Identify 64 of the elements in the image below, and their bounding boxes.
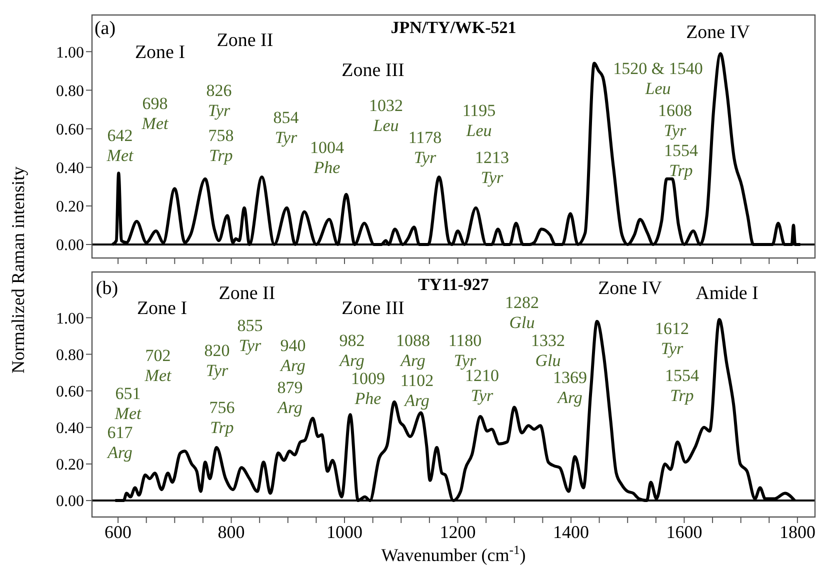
y-tick-label: 0.20 bbox=[56, 456, 84, 474]
y-axis-title: Normalized Raman intensity bbox=[8, 166, 28, 374]
x-tick-label: 1600 bbox=[666, 522, 702, 542]
annotation: 1195 Leu bbox=[462, 101, 496, 140]
annotation: (a) bbox=[94, 18, 116, 39]
y-tick-label: 0.60 bbox=[56, 384, 84, 401]
chart-title: TY11-927 bbox=[418, 275, 490, 294]
x-tick-label: 1800 bbox=[779, 522, 816, 542]
annotation: 940 Arg bbox=[280, 336, 306, 375]
y-tick-label: 1.00 bbox=[56, 44, 84, 62]
annotation: 651 Met bbox=[114, 384, 142, 423]
annotation: Zone I bbox=[136, 298, 188, 319]
y-tick-label: 0.60 bbox=[56, 121, 84, 138]
annotation: (b) bbox=[96, 278, 118, 299]
annotation: Zone I bbox=[134, 42, 186, 63]
annotation: 642 Met bbox=[106, 126, 134, 165]
annotation: 1282 Glu bbox=[505, 293, 539, 332]
annotation: Zone III bbox=[342, 60, 404, 81]
annotation: 756 Trp bbox=[209, 398, 235, 437]
annotation: 1178 Tyr bbox=[408, 128, 442, 167]
y-tick-label: 0.00 bbox=[56, 237, 84, 254]
annotation: Amide I bbox=[696, 283, 758, 304]
annotation: 1369 Arg bbox=[553, 368, 587, 407]
annotation: 1554 Trp bbox=[665, 366, 700, 405]
annotation: 698 Met bbox=[140, 94, 170, 133]
annotation: 982 Arg bbox=[338, 331, 365, 370]
annotation: 702 Met bbox=[144, 346, 172, 385]
y-tick-label: 0.00 bbox=[56, 493, 84, 510]
annotation: 1032 Leu bbox=[369, 96, 403, 135]
annotation: 1102 Arg bbox=[400, 371, 434, 410]
annotation: 1554 Trp bbox=[664, 141, 698, 180]
annotation: Zone III bbox=[342, 298, 404, 319]
x-tick-label: 1400 bbox=[552, 522, 589, 542]
x-axis-title: Wavenumber (cm$^{-1}$) bbox=[381, 543, 526, 565]
annotation: Zone II bbox=[218, 283, 276, 304]
x-tick-label: 800 bbox=[218, 522, 245, 542]
annotation: Zone II bbox=[216, 30, 274, 51]
y-tick-label: 0.40 bbox=[56, 160, 84, 178]
y-tick-label: 0.80 bbox=[56, 82, 84, 100]
annotation: 1004 Phe bbox=[310, 138, 344, 177]
annotation: 1088 Arg bbox=[396, 331, 430, 370]
annotation: Zone IV bbox=[598, 278, 662, 299]
annotation: 1213 Tyr bbox=[475, 148, 509, 187]
y-tick-label: 1.00 bbox=[56, 310, 84, 328]
y-tick-label: 0.20 bbox=[56, 198, 84, 216]
x-tick-label: 1200 bbox=[440, 522, 476, 542]
annotation: 1520 & 1540 Leu bbox=[613, 59, 703, 98]
annotation: 1009 Phe bbox=[351, 369, 385, 408]
y-tick-label: 0.80 bbox=[56, 346, 84, 364]
annotation: 1608 Tyr bbox=[658, 101, 692, 140]
annotation: 820 Tyr bbox=[204, 341, 230, 380]
annotation: 855 Tyr bbox=[237, 316, 263, 355]
annotation: 617 Arg bbox=[106, 423, 134, 462]
annotation: 1612 Tyr bbox=[655, 319, 689, 358]
annotation: 879 Arg bbox=[276, 378, 303, 417]
annotation: Zone IV bbox=[686, 22, 750, 43]
chart-title: JPN/TY/WK-521 bbox=[390, 18, 516, 37]
annotation: 758 Trp bbox=[208, 126, 234, 165]
x-tick-label: 1000 bbox=[326, 522, 363, 542]
annotation: 854 Tyr bbox=[273, 108, 300, 147]
annotation: 826 Tyr bbox=[206, 81, 232, 120]
x-tick-label: 600 bbox=[104, 522, 132, 542]
y-tick-label: 0.40 bbox=[56, 420, 84, 438]
annotation: 1332 Glu bbox=[531, 331, 565, 370]
